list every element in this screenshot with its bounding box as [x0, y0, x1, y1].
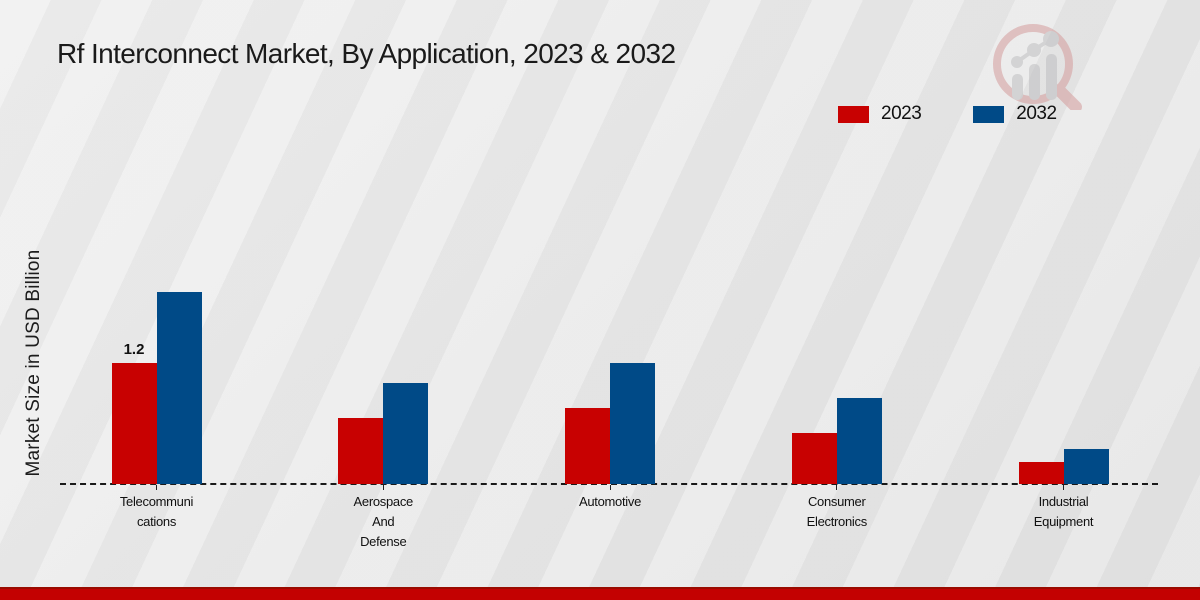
- legend-swatch-2023: [838, 105, 869, 123]
- x-axis-tick-automotive: [609, 485, 611, 490]
- bar-2032-industrial-equipment: [1063, 449, 1109, 484]
- bar-2023-automotive: [565, 408, 610, 484]
- bar-2023-industrial-equipment: [1018, 462, 1064, 484]
- bar-2032-automotive: [610, 363, 655, 484]
- bar-value-label: 1.2: [123, 340, 145, 358]
- bar-2032-aerospace-and-defense: [383, 383, 429, 484]
- x-axis-baseline: [60, 483, 1158, 485]
- chart-title: Rf Interconnect Market, By Application, …: [57, 38, 676, 69]
- legend: 2023 2032: [838, 103, 1057, 125]
- legend-swatch-2032: [973, 105, 1005, 123]
- category-label-industrial-equipment: Industrial Equipment: [1033, 494, 1094, 530]
- x-axis-tick-aerospace-and-defense: [382, 485, 384, 490]
- x-axis-tick-telecommunications: [156, 485, 157, 490]
- category-label-aerospace-and-defense: Aerospace And Defense: [353, 494, 414, 550]
- bar-2023-aerospace-and-defense: [338, 418, 384, 484]
- legend-label-2032: 2032: [1016, 103, 1057, 124]
- category-label-consumer-electronics: Consumer Electronics: [806, 494, 868, 530]
- brand-logo-magnifier-chart-icon: [993, 24, 1082, 110]
- category-label-telecommunications: Telecommuni cations: [119, 494, 194, 530]
- bar-2023-telecommunications: [111, 363, 157, 484]
- x-axis-tick-industrial-equipment: [1063, 485, 1064, 490]
- category-label-automotive: Automotive: [578, 494, 642, 509]
- bar-2023-consumer-electronics: [791, 433, 837, 484]
- footer-red-strip: [0, 587, 1200, 600]
- bar-2032-telecommunications: [156, 292, 202, 484]
- bar-2032-consumer-electronics: [836, 398, 882, 484]
- x-axis-tick-consumer-electronics: [836, 485, 838, 490]
- legend-label-2023: 2023: [881, 103, 922, 124]
